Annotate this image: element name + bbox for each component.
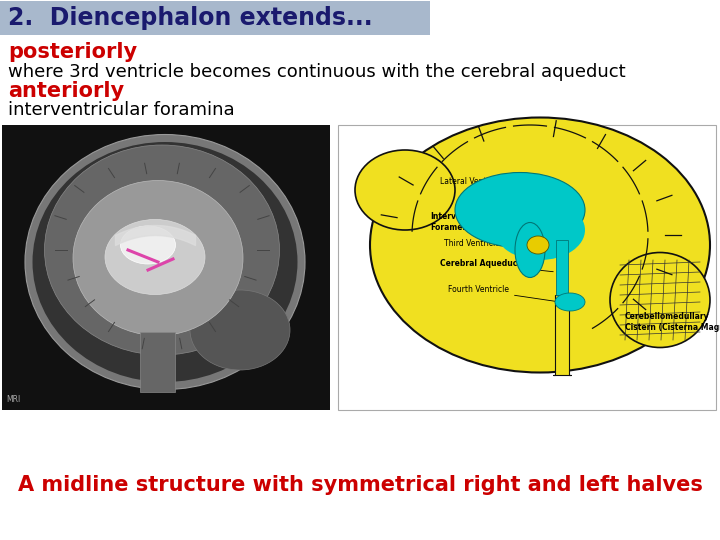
Ellipse shape: [495, 200, 585, 260]
Ellipse shape: [455, 172, 585, 247]
Ellipse shape: [45, 145, 279, 355]
Ellipse shape: [32, 142, 297, 382]
FancyArrow shape: [553, 295, 571, 375]
Ellipse shape: [515, 222, 545, 278]
Bar: [140, 332, 175, 392]
Ellipse shape: [610, 253, 710, 348]
Text: Lateral Ventricle: Lateral Ventricle: [440, 178, 508, 204]
Text: interventricular foramina: interventricular foramina: [8, 101, 235, 119]
Ellipse shape: [25, 134, 305, 389]
Text: A midline structure with symmetrical right and left halves: A midline structure with symmetrical rig…: [17, 475, 703, 495]
Ellipse shape: [370, 118, 710, 373]
Ellipse shape: [73, 180, 243, 335]
Bar: [2, 125, 330, 410]
Text: MRI: MRI: [6, 395, 20, 404]
FancyBboxPatch shape: [0, 1, 430, 35]
Text: Cerebellomedullary
Cistern (Cisterna Magna): Cerebellomedullary Cistern (Cisterna Mag…: [625, 312, 720, 332]
Text: posteriorly: posteriorly: [8, 42, 137, 62]
Ellipse shape: [190, 290, 290, 370]
Bar: [556, 240, 568, 295]
Text: anteriorly: anteriorly: [8, 81, 124, 101]
Text: Cerebral Aqueduct: Cerebral Aqueduct: [440, 260, 553, 272]
Ellipse shape: [527, 236, 549, 254]
Text: Third Ventricle: Third Ventricle: [444, 240, 532, 249]
Text: 2.  Diencephalon extends...: 2. Diencephalon extends...: [8, 6, 373, 30]
Ellipse shape: [555, 293, 585, 311]
Text: Fourth Ventricle: Fourth Ventricle: [448, 286, 557, 302]
Bar: [338, 125, 716, 410]
Ellipse shape: [105, 219, 205, 294]
Text: where 3rd ventricle becomes continuous with the cerebral aqueduct: where 3rd ventricle becomes continuous w…: [8, 63, 626, 81]
Ellipse shape: [355, 150, 455, 230]
Text: Interventricular
Foramen: Interventricular Foramen: [430, 212, 526, 232]
Ellipse shape: [120, 226, 176, 264]
